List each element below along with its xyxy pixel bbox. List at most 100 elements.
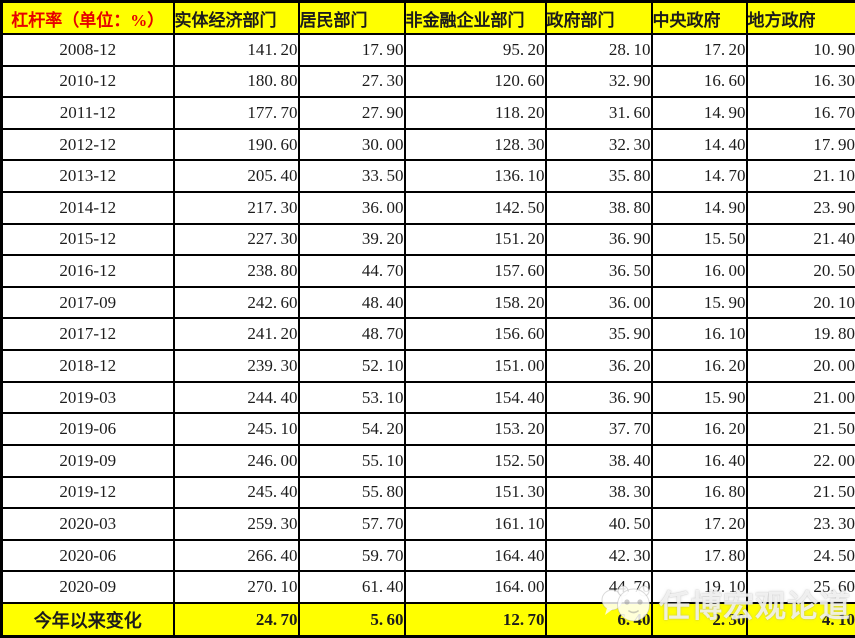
period-cell: 2011-12: [0, 96, 175, 130]
value-cell: 21. 50: [745, 475, 855, 510]
table-row: 2019-12 245. 40 55. 80 151. 30 38. 30 16. 80 2…: [0, 475, 855, 510]
value-cell: 44. 70: [544, 570, 653, 604]
value-cell: 39. 20: [297, 222, 406, 257]
column-header-4: 政府部门: [544, 0, 653, 35]
value-cell: 177. 70: [172, 96, 300, 130]
value-cell: 42. 30: [544, 538, 653, 573]
value-cell: 17. 20: [650, 507, 748, 541]
value-cell: 16. 10: [650, 317, 748, 352]
value-cell: 20. 50: [745, 254, 855, 288]
value-cell: 244. 40: [172, 380, 300, 415]
value-cell: 14. 90: [650, 96, 748, 130]
value-cell: 20. 10: [745, 285, 855, 320]
value-cell: 190. 60: [172, 127, 300, 162]
value-cell: 245. 40: [172, 475, 300, 510]
value-cell: 36. 90: [544, 380, 653, 415]
value-cell: 37. 70: [544, 412, 653, 446]
value-cell: 157. 60: [403, 254, 547, 288]
period-cell: 2020-09: [0, 570, 175, 604]
value-cell: 16. 20: [650, 349, 748, 383]
value-cell: 38. 40: [544, 443, 653, 478]
value-cell: 25. 60: [745, 570, 855, 604]
column-header-1: 实体经济部门: [172, 0, 300, 35]
value-cell: 161. 10: [403, 507, 547, 541]
table-row: 2012-12 190. 60 30. 00 128. 30 32. 30 14. 40 1…: [0, 127, 855, 162]
period-cell: 2019-09: [0, 443, 175, 478]
period-cell: 2010-12: [0, 64, 175, 99]
value-cell: 23. 90: [745, 191, 855, 225]
value-cell: 16. 60: [650, 64, 748, 99]
value-cell: 17. 20: [650, 33, 748, 67]
value-cell: 21. 50: [745, 412, 855, 446]
value-cell: 48. 40: [297, 285, 406, 320]
period-cell: 2014-12: [0, 191, 175, 225]
table-row: 2017-12 241. 20 48. 70 156. 60 35. 90 16. 10 1…: [0, 317, 855, 352]
table-header-row: 杠杆率（单位：%） 实体经济部门 居民部门 非金融企业部门 政府部门 中央政府 地方政府: [0, 0, 855, 35]
period-cell: 2018-12: [0, 349, 175, 383]
value-cell: 15. 90: [650, 285, 748, 320]
table-row: 2008-12 141. 20 17. 90 95. 20 28. 10 17. 20 10…: [0, 33, 855, 67]
value-cell: 151. 30: [403, 475, 547, 510]
value-cell: 15. 50: [650, 222, 748, 257]
value-cell: 55. 80: [297, 475, 406, 510]
value-cell: 21. 40: [745, 222, 855, 257]
value-cell: 266. 40: [172, 538, 300, 573]
value-cell: 246. 00: [172, 443, 300, 478]
period-cell: 2015-12: [0, 222, 175, 257]
value-cell: 151. 20: [403, 222, 547, 257]
value-cell: 36. 90: [544, 222, 653, 257]
value-cell: 48. 70: [297, 317, 406, 352]
value-cell: 19. 80: [745, 317, 855, 352]
table-row: 2020-09 270. 10 61. 40 164. 00 44. 70 19. 10 2…: [0, 570, 855, 604]
value-cell: 217. 30: [172, 191, 300, 225]
summary-value-cell: 4. 10: [745, 602, 855, 638]
period-cell: 2017-09: [0, 285, 175, 320]
column-header-6: 地方政府: [745, 0, 855, 35]
table-row: 2010-12 180. 80 27. 30 120. 60 32. 90 16. 60 1…: [0, 64, 855, 99]
value-cell: 52. 10: [297, 349, 406, 383]
table-row: 2011-12 177. 70 27. 90 118. 20 31. 60 14. 90 1…: [0, 96, 855, 130]
table-row: 2019-03 244. 40 53. 10 154. 40 36. 90 15. 90 2…: [0, 380, 855, 415]
value-cell: 44. 70: [297, 254, 406, 288]
table-row: 2015-12 227. 30 39. 20 151. 20 36. 90 15. 50 2…: [0, 222, 855, 257]
value-cell: 33. 50: [297, 159, 406, 194]
value-cell: 17. 80: [650, 538, 748, 573]
value-cell: 36. 50: [544, 254, 653, 288]
value-cell: 38. 30: [544, 475, 653, 510]
summary-value-cell: 24. 70: [172, 602, 300, 638]
period-cell: 2017-12: [0, 317, 175, 352]
value-cell: 38. 80: [544, 191, 653, 225]
value-cell: 180. 80: [172, 64, 300, 99]
value-cell: 30. 00: [297, 127, 406, 162]
value-cell: 17. 90: [297, 33, 406, 67]
column-header-5: 中央政府: [650, 0, 748, 35]
period-cell: 2008-12: [0, 33, 175, 67]
value-cell: 28. 10: [544, 33, 653, 67]
period-cell: 2019-06: [0, 412, 175, 446]
value-cell: 23. 30: [745, 507, 855, 541]
summary-value-cell: 5. 60: [297, 602, 406, 638]
value-cell: 16. 40: [650, 443, 748, 478]
summary-value-cell: 2. 30: [650, 602, 748, 638]
period-cell: 2019-03: [0, 380, 175, 415]
value-cell: 136. 10: [403, 159, 547, 194]
table-row: 2018-12 239. 30 52. 10 151. 00 36. 20 16. 20 2…: [0, 349, 855, 383]
value-cell: 242. 60: [172, 285, 300, 320]
table-row: 2013-12 205. 40 33. 50 136. 10 35. 80 14. 70 2…: [0, 159, 855, 194]
value-cell: 27. 90: [297, 96, 406, 130]
value-cell: 238. 80: [172, 254, 300, 288]
value-cell: 16. 00: [650, 254, 748, 288]
value-cell: 53. 10: [297, 380, 406, 415]
column-header-3: 非金融企业部门: [403, 0, 547, 35]
value-cell: 22. 00: [745, 443, 855, 478]
value-cell: 245. 10: [172, 412, 300, 446]
value-cell: 156. 60: [403, 317, 547, 352]
value-cell: 14. 70: [650, 159, 748, 194]
value-cell: 17. 90: [745, 127, 855, 162]
value-cell: 36. 00: [544, 285, 653, 320]
value-cell: 20. 00: [745, 349, 855, 383]
value-cell: 95. 20: [403, 33, 547, 67]
value-cell: 16. 70: [745, 96, 855, 130]
period-cell: 2016-12: [0, 254, 175, 288]
period-cell: 2012-12: [0, 127, 175, 162]
